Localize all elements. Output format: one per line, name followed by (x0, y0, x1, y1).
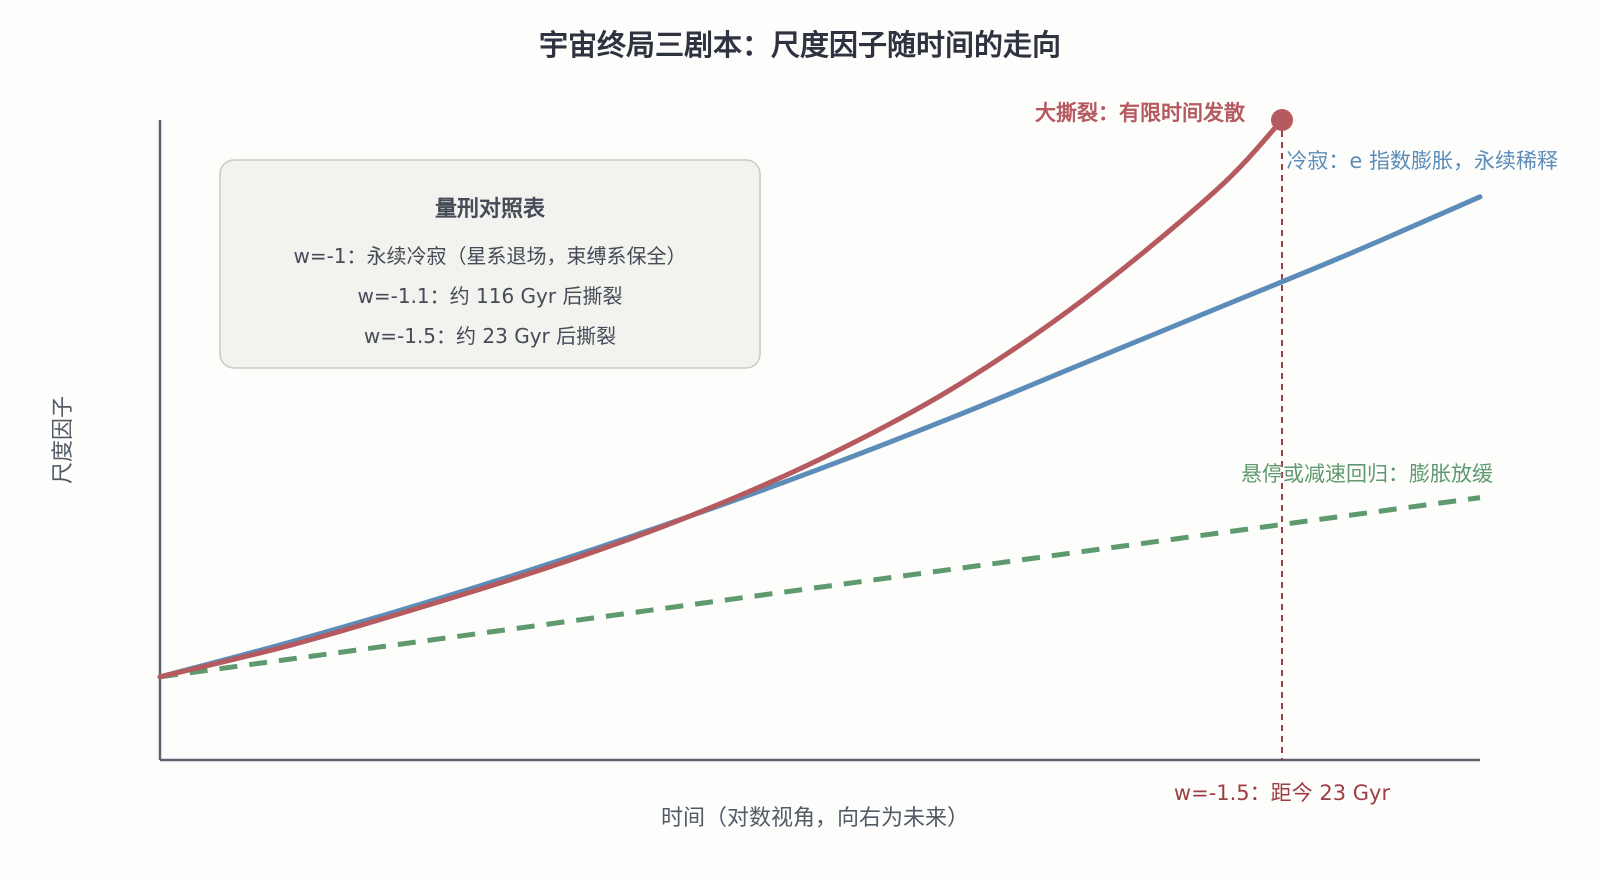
legend-box (219, 159, 761, 369)
legend-line: w=-1.5：约 23 Gyr 后撕裂 (364, 324, 616, 348)
chart-title: 宇宙终局三剧本：尺度因子随时间的走向 (539, 28, 1061, 62)
x-axis-label: 时间（对数视角，向右为未来） (661, 806, 969, 831)
big-rip-end-marker (1271, 109, 1293, 131)
y-axis-label: 尺度因子 (51, 396, 76, 484)
series-label-slowdown: 悬停或减速回归：膨胀放缓 (1241, 462, 1493, 486)
legend-line: w=-1：永续冷寂（星系退场，束缚系保全） (293, 244, 686, 268)
legend-title: 量刑对照表 (435, 197, 546, 222)
series-label-big-rip: 大撕裂：有限时间发散 (1035, 101, 1245, 125)
series-line-slowdown (159, 495, 1481, 680)
rip-time-marker-label: w=-1.5：距今 23 Gyr (1174, 781, 1391, 805)
series-label-cold-death: 冷寂：e 指数膨胀，永续稀释 (1286, 149, 1558, 173)
series-line-cold-death (157, 194, 1483, 680)
series-line-big-rip (157, 117, 1285, 680)
legend: 量刑对照表 w=-1：永续冷寂（星系退场，束缚系保全） w=-1.1：约 116… (219, 159, 761, 369)
legend-line: w=-1.1：约 116 Gyr 后撕裂 (358, 284, 623, 308)
